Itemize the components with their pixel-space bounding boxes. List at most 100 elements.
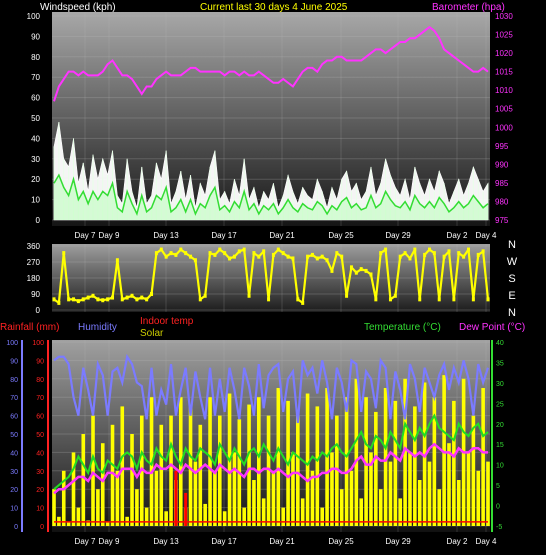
direction-segment (247, 252, 256, 296)
barometer-line (53, 25, 489, 102)
solar-bar (188, 406, 193, 526)
solar-bar (437, 489, 442, 526)
direction-segment (413, 249, 421, 300)
date-tick-label: Day 13 (153, 231, 179, 240)
solar-bar (198, 424, 203, 526)
date-tick-label: Day 9 (99, 231, 120, 240)
solar-bar (91, 415, 95, 526)
solar-bar (120, 406, 125, 526)
date-tick-label: Day 4 (476, 537, 497, 546)
temperature-tick-label: 35 (496, 360, 504, 367)
solar-bar (52, 489, 56, 526)
solar-bar (398, 498, 403, 526)
rainfall-series (174, 470, 188, 526)
humidity-series (53, 353, 490, 424)
windspeed-tick-label: 20 (31, 175, 40, 184)
solar-bar (354, 378, 359, 526)
direction-segment (472, 254, 480, 300)
barometer-tick-label: 1000 (495, 123, 513, 132)
solar-bar (466, 452, 471, 526)
barometer-tick-label: 1025 (495, 31, 513, 40)
solar-bar (232, 452, 237, 526)
direction-segment (369, 274, 377, 300)
direction-axes: 0 90 180 270 360 (27, 242, 41, 315)
rainfall-tick-label: 80 (36, 377, 44, 384)
direction-segment (291, 258, 299, 300)
solar-bar (135, 489, 139, 526)
windspeed-tick-label: 40 (31, 134, 40, 143)
solar-bar (349, 470, 354, 526)
direction-segment (384, 249, 392, 300)
humidity-tick-label: 30 (10, 469, 18, 476)
date-tick-label: Day 21 (269, 231, 295, 240)
temperature-line (53, 413, 489, 490)
temperature-tick-label: 0 (496, 504, 500, 511)
direction-segment (243, 249, 251, 296)
solar-bar (242, 507, 246, 526)
solar-bar (213, 470, 217, 526)
direction-segment (116, 260, 124, 300)
compass-letter: E (508, 290, 515, 302)
direction-segment (345, 267, 353, 296)
rainfall-tick-label: 60 (36, 414, 44, 421)
solar-bar (427, 461, 432, 526)
direction-segment (452, 252, 460, 300)
wind-average-line (53, 173, 489, 217)
wind-average-fill (54, 175, 488, 220)
solar-bar (305, 393, 310, 526)
barometer-tick-label: 1020 (495, 49, 513, 58)
direction-point (442, 254, 446, 259)
chart-title: Current last 30 days 4 June 2025 (200, 2, 348, 13)
humidity-tick-label: 0 (14, 524, 18, 531)
date-tick-label: Day 7 (75, 231, 96, 240)
rainfall-tick-label: 50 (36, 432, 44, 439)
solar-bar (266, 415, 271, 526)
direction-point (486, 297, 490, 302)
solar-bar (447, 443, 451, 526)
humidity-tick-label: 80 (10, 377, 18, 384)
direction-segment (204, 252, 212, 296)
date-tick-label: Day 2 (447, 231, 468, 240)
temperature-series (53, 413, 489, 490)
solar-bar (335, 415, 339, 526)
solar-bar (339, 489, 344, 526)
humidity-tick-label: 60 (10, 414, 18, 421)
direction-segment (340, 256, 348, 296)
solar-bar (471, 415, 476, 526)
direction-segment (433, 252, 441, 300)
direction-point (306, 254, 310, 259)
solar-bar (257, 397, 261, 526)
solar-bar (320, 507, 325, 526)
solar-bar (164, 511, 168, 526)
barometer-tick-label: 990 (495, 160, 509, 169)
solar-bar (276, 388, 281, 526)
temperature-label: Temperature (°C) (364, 322, 441, 333)
date-tick-label: Day 17 (211, 537, 237, 546)
solar-bar (476, 470, 481, 526)
direction-tick-label: 90 (31, 290, 40, 299)
solar-bar (393, 400, 398, 526)
rainfall-tick-label: 90 (36, 358, 44, 365)
dewpoint-label: Dew Point (°C) (459, 322, 525, 333)
solar-bar (442, 375, 446, 526)
compass-letter: W (507, 256, 518, 268)
solar-bar (71, 452, 76, 526)
solar-bar (193, 461, 198, 526)
direction-segment (194, 260, 202, 300)
solar-bar (61, 470, 66, 526)
rainfall-tick-label: 40 (36, 450, 44, 457)
solar-bar (378, 489, 383, 526)
rainfall-label: Rainfall (mm) (0, 322, 59, 333)
solar-bar (374, 411, 378, 526)
direction-point (462, 254, 466, 259)
solar-bar (388, 461, 393, 526)
direction-segment (301, 256, 309, 304)
rainfall-tick-label: 20 (36, 487, 44, 494)
compass-letter: N (508, 307, 516, 319)
solar-label: Solar (140, 328, 164, 339)
barometer-series (53, 25, 489, 102)
solar-bar (310, 470, 315, 526)
humidity-tick-label: 10 (10, 506, 18, 513)
